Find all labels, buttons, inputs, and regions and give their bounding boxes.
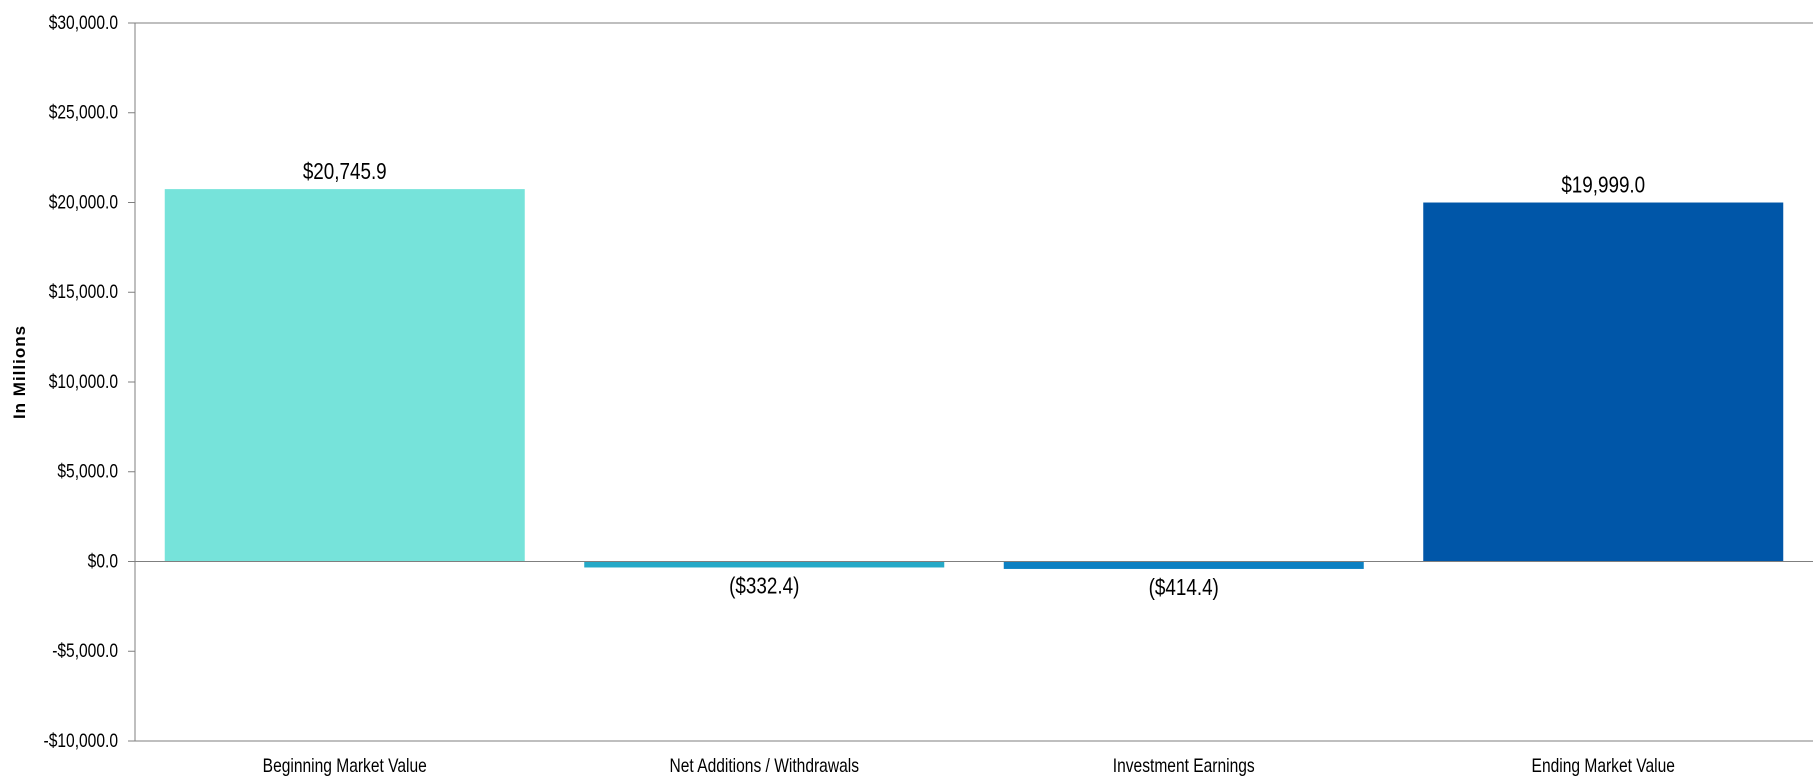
data-label: $20,745.9 <box>303 159 387 184</box>
bar <box>584 561 945 568</box>
y-tick-label: $0.0 <box>88 550 118 572</box>
bar <box>1003 561 1364 569</box>
data-label: ($414.4) <box>1149 575 1219 600</box>
category-label: Ending Market Value <box>1532 755 1675 777</box>
category-label: Beginning Market Value <box>263 755 427 777</box>
bars <box>164 189 1784 569</box>
y-tick-label: $10,000.0 <box>49 371 118 393</box>
data-label: $19,999.0 <box>1561 173 1645 198</box>
data-labels: $20,745.9 ($332.4) ($414.4) $19,999.0 <box>303 159 1645 600</box>
y-axis-title: In Millions <box>10 325 29 419</box>
data-label: ($332.4) <box>729 574 799 599</box>
y-tick-label: -$10,000.0 <box>44 730 118 752</box>
y-tick-label: $15,000.0 <box>49 281 118 303</box>
category-label: Net Additions / Withdrawals <box>670 755 860 777</box>
y-tick-label: $20,000.0 <box>49 191 118 213</box>
bar <box>1423 202 1784 562</box>
y-tick-label: $5,000.0 <box>57 460 118 482</box>
y-tick-label: $25,000.0 <box>49 101 118 123</box>
y-axis: -$10,000.0 -$5,000.0 $0.0 $5,000.0 $10,000.0… <box>44 12 1813 752</box>
category-labels: Beginning Market Value Net Additions / Wi… <box>263 755 1675 777</box>
category-label: Investment Earnings <box>1113 755 1255 777</box>
y-tick-label: $30,000.0 <box>49 12 118 34</box>
bar <box>164 189 525 562</box>
y-tick-label: -$5,000.0 <box>52 640 118 662</box>
